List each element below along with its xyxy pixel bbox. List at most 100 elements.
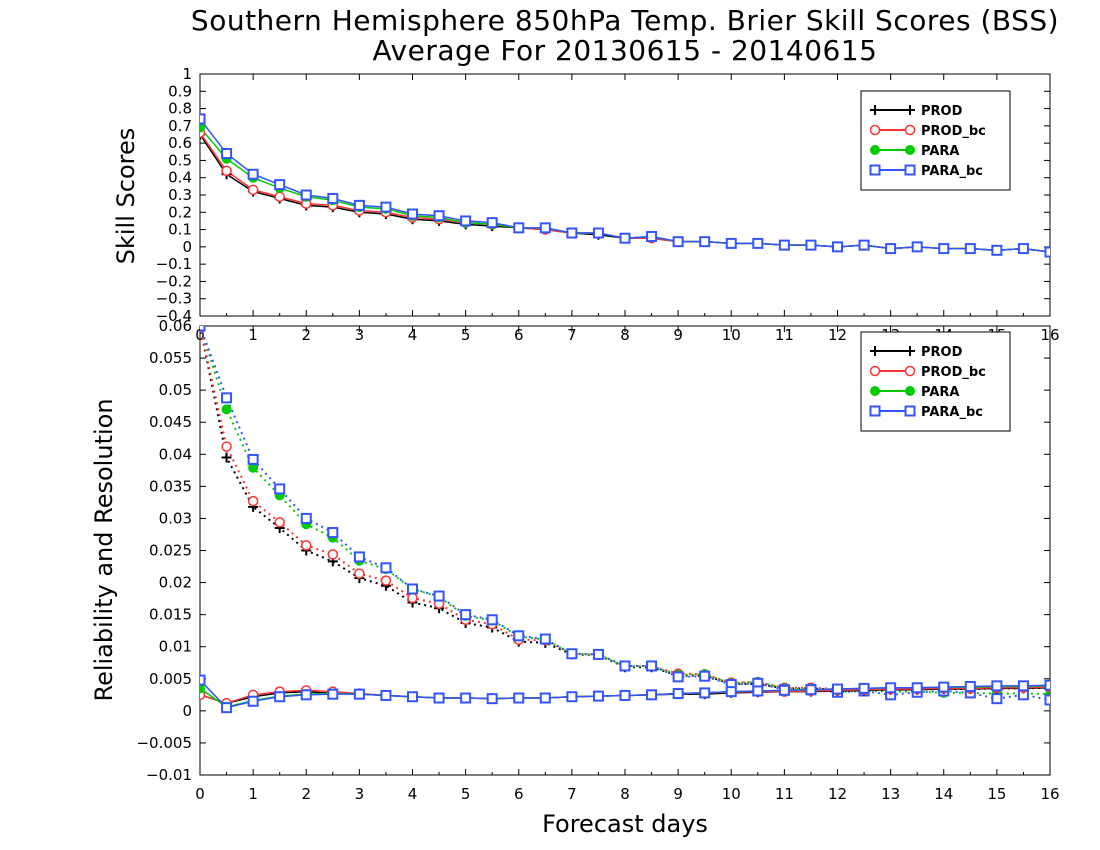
data-point-para_bc: [200, 674, 206, 686]
legend-label: PROD_bc: [921, 124, 986, 139]
legend-label: PARA_bc: [921, 164, 983, 179]
data-point-para_bc: [592, 690, 604, 702]
y-tick-label: 0.6: [168, 134, 192, 152]
data-point-para_bc: [566, 227, 578, 239]
y-tick-label: 0.5: [168, 151, 192, 169]
legend-marker: [870, 386, 880, 396]
data-point-para_bc: [778, 684, 790, 696]
y-tick-label: 0.8: [168, 100, 192, 118]
legend-label: PROD_bc: [921, 365, 986, 380]
data-point-prod_bc: [221, 441, 232, 452]
data-point-para_bc: [1044, 679, 1050, 691]
legend-marker: [869, 164, 881, 176]
x-tick-label: 6: [514, 785, 524, 803]
legend-marker: [904, 124, 916, 136]
data-point-prod_bc: [407, 592, 418, 604]
data-point-para_bc: [539, 692, 551, 704]
x-tick-label: 9: [673, 326, 683, 344]
data-point-prod_bc: [301, 540, 312, 551]
data-point-para_bc: [699, 670, 711, 682]
legend-marker: [870, 346, 880, 356]
skill-score-panel: −0.4−0.3−0.2−0.100.10.20.30.40.50.60.70.…: [112, 65, 1060, 344]
y-axis-label: Reliability and Resolution: [90, 398, 118, 701]
data-point-para_bc: [725, 237, 737, 249]
data-point-para_bc: [380, 562, 392, 574]
x-tick-label: 3: [355, 326, 365, 344]
y-axis-label: Skill Scores: [112, 128, 140, 265]
data-point-para_bc: [672, 671, 684, 683]
x-tick-label: 12: [828, 785, 847, 803]
y-tick-label: 0.035: [149, 477, 192, 495]
x-tick-label: 4: [408, 785, 418, 803]
data-point-para_bc: [300, 512, 312, 524]
data-point-para_bc: [592, 227, 604, 239]
data-point-prod_bc: [354, 568, 365, 579]
data-point-para_bc: [1017, 243, 1029, 255]
x-tick-label: 9: [673, 785, 683, 803]
legend-marker: [869, 365, 881, 377]
data-point-para_bc: [513, 630, 525, 642]
y-tick-label: 0.05: [159, 381, 192, 399]
x-tick-label: 12: [828, 326, 847, 344]
data-point-para_bc: [353, 688, 365, 700]
y-tick-label: 0.055: [149, 349, 192, 367]
data-point-para_bc: [200, 326, 206, 332]
x-tick-label: 3: [355, 785, 365, 803]
data-point-para_bc: [247, 453, 259, 465]
data-point-para_bc: [407, 691, 418, 703]
data-point-para_bc: [911, 241, 923, 253]
data-point-para_bc: [752, 237, 764, 249]
data-point-prod_bc: [274, 517, 285, 528]
data-point-para_bc: [407, 583, 418, 595]
data-point-para_bc: [433, 692, 445, 704]
legend: PROD PROD_bc PARA PARA_bc: [860, 331, 1011, 432]
data-point-para_bc: [486, 217, 498, 229]
legend-marker: [905, 145, 915, 155]
y-tick-label: −0.2: [156, 272, 192, 290]
x-axis-label: Forecast days: [542, 810, 708, 838]
data-point-para_bc: [1017, 680, 1029, 692]
data-point-para_bc: [300, 189, 312, 201]
data-point-prod: [221, 452, 232, 463]
data-point-para_bc: [460, 609, 472, 621]
x-tick-label: 1: [248, 326, 258, 344]
data-point-para_bc: [566, 691, 578, 703]
reliability-resolution-panel: −0.01 −0.005 0 0.005 0.01 0.015 0.02 0.025 0.03 0…: [90, 317, 1060, 838]
x-tick-label: 11: [775, 785, 794, 803]
data-point-para_bc: [646, 660, 658, 672]
x-tick-label: 7: [567, 326, 577, 344]
data-point-para_bc: [938, 681, 950, 693]
data-point-para_bc: [327, 688, 339, 700]
y-tick-label: −0.005: [136, 734, 192, 752]
y-tick-label: 1: [182, 65, 192, 83]
data-point-para_bc: [646, 689, 658, 701]
data-point-para_bc: [486, 614, 498, 626]
legend-marker: [905, 386, 915, 396]
data-point-para_bc: [1044, 694, 1050, 706]
data-point-para_bc: [513, 692, 525, 704]
data-point-prod_bc: [247, 184, 259, 196]
data-point-para_bc: [991, 680, 1003, 692]
data-point-para_bc: [353, 551, 365, 563]
y-tick-label: 0.3: [168, 186, 192, 204]
x-tick-label: 8: [620, 326, 630, 344]
data-point-para: [200, 122, 205, 133]
y-tick-label: 0: [182, 238, 192, 256]
data-point-para_bc: [832, 241, 843, 253]
x-tick-label: 6: [514, 326, 524, 344]
data-point-para_bc: [274, 179, 286, 191]
data-point-para_bc: [274, 483, 286, 495]
x-tick-label: 13: [881, 785, 900, 803]
x-tick-label: 10: [722, 326, 741, 344]
data-point-para_bc: [300, 689, 312, 701]
data-point-para_bc: [247, 168, 259, 180]
y-tick-label: 0.025: [149, 542, 192, 560]
data-point-para: [221, 404, 232, 415]
data-point-para_bc: [592, 648, 604, 660]
data-point-para_bc: [832, 683, 843, 695]
chart-title: Southern Hemisphere 850hPa Temp. Brier S…: [190, 4, 1060, 37]
legend-box: [860, 90, 1011, 191]
data-point-para_bc: [991, 244, 1003, 256]
y-tick-label: 0.045: [149, 413, 192, 431]
data-point-para_bc: [433, 590, 445, 602]
